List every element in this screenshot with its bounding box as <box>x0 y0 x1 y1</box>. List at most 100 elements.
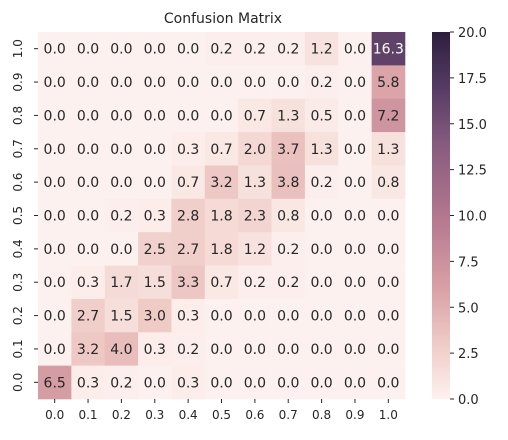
cell-value-label: 0.3 <box>177 142 199 158</box>
cell-value-label: 0.0 <box>244 309 266 325</box>
heatmap-cell <box>338 365 372 400</box>
heatmap-cell <box>171 332 206 366</box>
heatmap-cell <box>71 298 106 333</box>
cell-value-label: 0.0 <box>144 142 166 158</box>
cell-value-label: 0.2 <box>277 275 299 291</box>
cell-value-label: 0.0 <box>144 108 166 124</box>
cell-value-label: 0.0 <box>110 175 132 191</box>
cell-value-label: 0.0 <box>177 108 199 124</box>
cell-value-label: 0.0 <box>210 108 232 124</box>
cell-value-label: 0.0 <box>310 375 332 391</box>
cell-value-label: 0.2 <box>310 175 332 191</box>
heatmap-cell <box>338 232 372 266</box>
cell-value-label: 0.0 <box>144 375 166 391</box>
heatmap-cell <box>171 232 206 266</box>
y-tick-label: 0.2 <box>11 306 25 325</box>
cell-value-label: 3.8 <box>277 175 299 191</box>
cell-value-label: 0.0 <box>44 275 66 291</box>
colorbar-tick-label: 7.5 <box>458 255 479 270</box>
cell-value-label: 1.7 <box>110 275 132 291</box>
heatmap-cell <box>171 198 206 233</box>
heatmap-cell <box>104 298 139 333</box>
heatmap-cell <box>104 198 139 233</box>
cell-value-label: 0.0 <box>244 375 266 391</box>
heatmap-cell <box>171 165 206 200</box>
cell-value-label: 6.5 <box>44 375 66 391</box>
heatmap-cell <box>238 132 272 166</box>
heatmap-cell <box>138 332 172 366</box>
cell-value-label: 0.7 <box>210 142 232 158</box>
y-tick-label: 0.1 <box>11 339 25 358</box>
cell-value-label: 0.0 <box>144 42 166 58</box>
heatmap-cell <box>71 332 106 366</box>
cell-value-label: 0.3 <box>144 209 166 225</box>
cell-value-label: 0.3 <box>177 375 199 391</box>
cell-value-label: 0.2 <box>244 42 266 58</box>
heatmap-cell <box>304 65 339 100</box>
heatmap-cell <box>238 98 272 133</box>
heatmap-cell <box>304 132 339 166</box>
y-tick-label: 0.0 <box>11 373 25 392</box>
x-tick-label: 0.5 <box>212 408 231 422</box>
heatmap-cell <box>38 198 72 233</box>
cell-value-label: 0.7 <box>210 275 232 291</box>
heatmap-cell <box>338 298 372 333</box>
cell-value-label: 0.0 <box>44 342 66 358</box>
y-tick-label: 0.7 <box>11 139 25 158</box>
cell-value-label: 0.0 <box>310 275 332 291</box>
heatmap-cell <box>171 132 206 166</box>
heatmap-cell <box>71 365 106 400</box>
cell-value-label: 4.0 <box>110 342 132 358</box>
heatmap-cell <box>138 365 172 400</box>
heatmap-cell <box>304 298 339 333</box>
heatmap-cell <box>38 265 72 300</box>
cell-value-label: 0.0 <box>177 75 199 91</box>
cell-value-label: 1.5 <box>144 275 166 291</box>
heatmap-cell <box>338 265 372 300</box>
cell-value-label: 0.0 <box>44 142 66 158</box>
y-tick-label: 0.4 <box>11 239 25 258</box>
cell-value-label: 0.0 <box>344 75 366 91</box>
heatmap-cell <box>171 265 206 300</box>
cell-value-label: 0.0 <box>44 242 66 258</box>
heatmap-cell <box>271 332 306 366</box>
heatmap-cell <box>304 265 339 300</box>
heatmap-cell <box>138 298 172 333</box>
cell-value-label: 0.0 <box>177 42 199 58</box>
cell-value-label: 1.3 <box>310 142 332 158</box>
cell-value-label: 0.2 <box>110 209 132 225</box>
cell-value-label: 3.2 <box>210 175 232 191</box>
heatmap-cell <box>104 132 139 166</box>
cell-value-label: 0.0 <box>110 75 132 91</box>
cell-value-label: 3.2 <box>77 342 99 358</box>
cell-value-label: 0.7 <box>177 175 199 191</box>
heatmap-cell <box>204 32 239 66</box>
cell-value-label: 0.3 <box>177 309 199 325</box>
heatmap-cell <box>238 65 272 100</box>
heatmap-cell <box>38 165 72 200</box>
cell-value-label: 0.0 <box>110 42 132 58</box>
cell-value-label: 0.0 <box>277 342 299 358</box>
heatmap-cell <box>138 265 172 300</box>
heatmap-cell <box>338 332 372 366</box>
cell-value-label: 3.7 <box>277 142 299 158</box>
y-tick-label: 0.5 <box>11 206 25 225</box>
heatmap-cell <box>138 32 172 66</box>
cell-value-label: 0.0 <box>44 175 66 191</box>
heatmap-cell <box>171 298 206 333</box>
heatmap-cells: 0.0 0.0 0.0 0.0 0.0 0.2 0.2 0.2 1.2 0.0 16.3 0.0 0.0… <box>38 32 406 400</box>
heatmap-cell <box>71 98 106 133</box>
heatmap-cell <box>338 65 372 100</box>
cell-value-label: 0.2 <box>277 242 299 258</box>
heatmap-cell <box>271 265 306 300</box>
heatmap-cell <box>338 32 372 66</box>
heatmap-cell <box>138 132 172 166</box>
cell-value-label: 0.0 <box>44 108 66 124</box>
y-tick-label: 0.3 <box>11 273 25 292</box>
cell-value-label: 0.2 <box>310 75 332 91</box>
heatmap-cell <box>371 232 406 266</box>
heatmap-cell <box>204 132 239 166</box>
heatmap-cell <box>271 198 306 233</box>
heatmap-cell <box>71 132 106 166</box>
